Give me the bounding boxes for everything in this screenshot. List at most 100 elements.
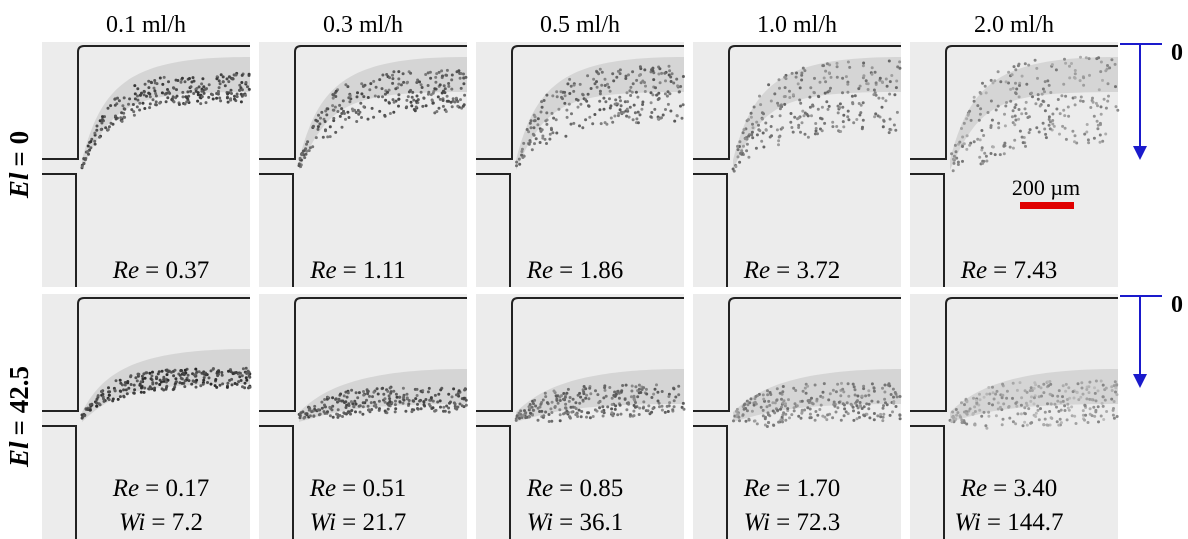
particle — [444, 110, 448, 113]
particle — [404, 409, 408, 413]
particle — [174, 380, 178, 384]
particle — [566, 387, 570, 391]
particle — [346, 391, 350, 395]
particle — [383, 114, 387, 118]
particle — [518, 416, 521, 420]
particle — [645, 392, 649, 396]
particle — [795, 71, 798, 75]
particle — [882, 119, 886, 123]
particle — [376, 392, 380, 396]
particle — [458, 76, 462, 80]
particle — [1051, 122, 1055, 126]
particle — [527, 130, 531, 134]
particle — [984, 424, 988, 428]
particle — [649, 101, 653, 105]
particle — [1025, 390, 1029, 394]
particle — [449, 100, 453, 104]
particle — [799, 130, 802, 134]
particle — [551, 131, 555, 135]
particle — [538, 141, 542, 144]
particle — [611, 72, 615, 76]
particle — [649, 115, 653, 119]
particle — [1029, 386, 1033, 390]
particle — [1017, 95, 1021, 99]
particle — [829, 86, 832, 90]
particle — [1055, 420, 1059, 424]
particle — [235, 382, 239, 386]
particle — [107, 125, 111, 129]
particle — [585, 393, 589, 397]
particle — [660, 404, 664, 408]
particle — [113, 97, 117, 101]
particle — [129, 383, 133, 386]
particle — [630, 384, 634, 388]
particle — [996, 401, 1000, 405]
particle — [221, 75, 225, 79]
particle — [800, 73, 804, 77]
particle — [986, 111, 990, 114]
particle — [332, 119, 336, 123]
re-value: = 0.17 — [145, 475, 209, 502]
particle — [619, 412, 623, 416]
particle — [984, 154, 988, 158]
particle — [660, 116, 663, 120]
particle — [881, 419, 885, 423]
particle — [598, 89, 602, 93]
particle — [669, 109, 673, 113]
particle — [644, 387, 648, 391]
particle — [1093, 391, 1097, 395]
particle — [1067, 114, 1071, 118]
particle — [1033, 58, 1037, 62]
particle — [888, 80, 892, 84]
particle — [677, 393, 681, 397]
particle — [1077, 398, 1081, 402]
particle — [341, 415, 344, 418]
particle — [1101, 404, 1105, 408]
particle — [793, 115, 797, 119]
particle — [881, 406, 885, 410]
particle — [859, 103, 863, 107]
particle — [1061, 399, 1065, 403]
particle — [1008, 416, 1012, 420]
particle — [313, 404, 317, 408]
particle — [550, 419, 554, 423]
particle — [368, 88, 372, 92]
particle — [839, 418, 843, 422]
particle — [229, 97, 233, 101]
particle — [653, 387, 657, 391]
column-header: 1.0 ml/h — [757, 12, 837, 38]
particle — [389, 391, 393, 395]
particle — [392, 389, 396, 393]
particle — [183, 379, 187, 383]
particle — [388, 76, 391, 80]
reynolds-label: Re = 1.11 — [309, 257, 406, 284]
particle — [846, 115, 850, 119]
particle — [731, 167, 735, 171]
particle — [1021, 424, 1025, 428]
particle — [153, 81, 157, 85]
channel-wall — [910, 297, 1118, 412]
arrow-label: 0 — [1171, 40, 1183, 66]
particle — [642, 400, 646, 404]
particle — [387, 88, 391, 92]
particle — [813, 418, 817, 422]
particle — [789, 120, 793, 124]
particle — [200, 95, 204, 99]
particle — [148, 102, 152, 106]
particle — [1047, 117, 1051, 121]
particle — [149, 377, 153, 381]
particle — [397, 77, 401, 81]
particle — [861, 125, 864, 129]
particle — [209, 92, 213, 96]
particle — [745, 399, 749, 403]
particle — [1068, 76, 1072, 80]
particle — [778, 114, 782, 118]
particle — [440, 74, 444, 78]
particle — [419, 83, 423, 87]
particle — [1081, 413, 1085, 417]
particle — [319, 116, 322, 120]
particle — [751, 122, 754, 126]
particle — [314, 136, 318, 140]
particle — [189, 89, 193, 93]
particle — [867, 407, 871, 411]
